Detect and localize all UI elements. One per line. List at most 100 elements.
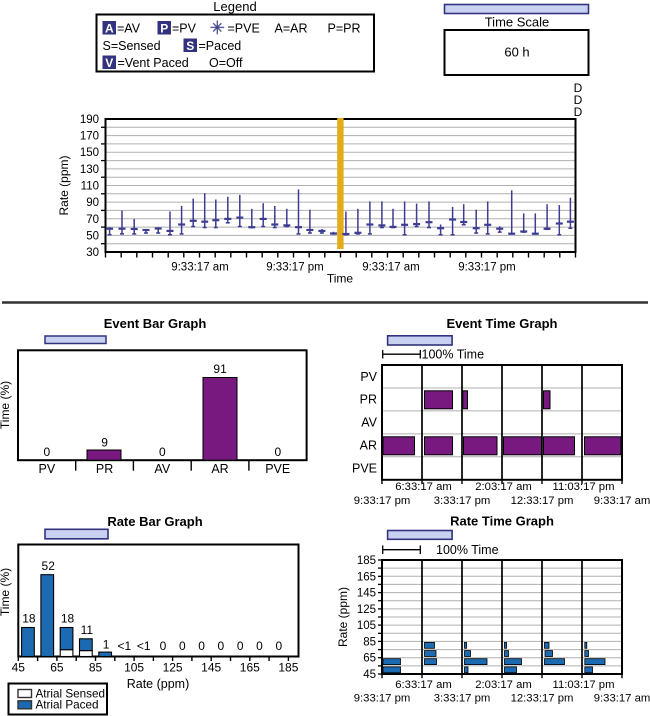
svg-text:=Paced: =Paced — [199, 39, 242, 53]
svg-text:PR: PR — [96, 462, 113, 476]
svg-text:Rate Bar Graph: Rate Bar Graph — [107, 514, 202, 529]
svg-text:Event Bar Graph: Event Bar Graph — [104, 316, 207, 331]
svg-text:Rate Time Graph: Rate Time Graph — [450, 514, 554, 529]
svg-text:70: 70 — [86, 214, 99, 226]
svg-text:Rate (ppm): Rate (ppm) — [127, 677, 190, 691]
svg-text:0: 0 — [179, 639, 186, 653]
svg-text:3:33:17 pm: 3:33:17 pm — [434, 495, 491, 507]
svg-text:30: 30 — [86, 247, 99, 259]
svg-text:PVE: PVE — [265, 462, 290, 476]
svg-text:1: 1 — [103, 638, 110, 652]
svg-text:Atrial Sensed: Atrial Sensed — [36, 687, 106, 700]
svg-text:<1: <1 — [137, 639, 151, 653]
svg-text:Atrial Paced: Atrial Paced — [36, 699, 99, 712]
svg-text:165: 165 — [240, 661, 260, 675]
svg-text:165: 165 — [357, 571, 376, 583]
svg-text:105: 105 — [124, 661, 144, 675]
svg-text:65: 65 — [50, 661, 64, 675]
svg-text:85: 85 — [89, 661, 103, 675]
svg-text:9:33:17 pm: 9:33:17 pm — [458, 262, 516, 274]
svg-text:2:03:17 am: 2:03:17 am — [475, 679, 532, 691]
svg-text:9:33:17 pm: 9:33:17 pm — [354, 495, 411, 507]
svg-text:P: P — [160, 21, 168, 35]
svg-text:0: 0 — [274, 445, 281, 459]
svg-text:125: 125 — [163, 661, 183, 675]
svg-text:D: D — [574, 93, 583, 107]
svg-text:S: S — [186, 39, 194, 53]
svg-text:2:03:17 am: 2:03:17 am — [475, 481, 532, 493]
svg-text:AR: AR — [360, 439, 377, 453]
svg-text:9:33:17 pm: 9:33:17 pm — [354, 693, 411, 705]
svg-text:PVE: PVE — [352, 462, 377, 476]
svg-text:60 h: 60 h — [504, 45, 529, 60]
svg-text:A=AR: A=AR — [275, 21, 308, 35]
svg-text:S=Sensed: S=Sensed — [103, 39, 161, 53]
svg-text:12:33:17 pm: 12:33:17 pm — [511, 693, 574, 705]
svg-text:170: 170 — [80, 131, 99, 143]
svg-text:PV: PV — [360, 370, 377, 384]
svg-text:45: 45 — [12, 661, 26, 675]
svg-text:AV: AV — [361, 416, 377, 430]
svg-text:185: 185 — [357, 555, 376, 567]
svg-text:100% Time: 100% Time — [422, 347, 485, 361]
svg-text:Time (%): Time (%) — [0, 381, 12, 429]
svg-text:9:33:17 am: 9:33:17 am — [171, 262, 229, 274]
svg-text:P=PR: P=PR — [328, 21, 361, 35]
svg-text:PR: PR — [360, 393, 377, 407]
svg-text:12:33:17 pm: 12:33:17 pm — [511, 495, 574, 507]
svg-text:9:33:17 am: 9:33:17 am — [594, 693, 650, 705]
svg-text:D: D — [574, 105, 583, 119]
svg-text:0: 0 — [44, 445, 51, 459]
svg-text:D: D — [574, 81, 583, 95]
svg-text:=PVE: =PVE — [228, 21, 260, 35]
svg-text:130: 130 — [80, 164, 99, 176]
svg-text:150: 150 — [80, 147, 99, 159]
svg-text:0: 0 — [159, 445, 166, 459]
svg-text:0: 0 — [275, 639, 282, 653]
svg-text:90: 90 — [86, 197, 99, 209]
svg-text:V: V — [105, 56, 113, 70]
svg-text:185: 185 — [278, 661, 298, 675]
svg-text:AV: AV — [154, 462, 170, 476]
svg-text:Time Scale: Time Scale — [485, 15, 550, 30]
svg-text:11: 11 — [81, 623, 94, 637]
svg-text:11:03:17 pm: 11:03:17 pm — [553, 679, 615, 691]
svg-text:50: 50 — [86, 230, 99, 242]
svg-text:Rate (ppm): Rate (ppm) — [336, 587, 350, 647]
svg-text:<1: <1 — [118, 639, 132, 653]
svg-text:6:33:17 am: 6:33:17 am — [395, 679, 452, 691]
svg-text:190: 190 — [80, 114, 99, 126]
svg-text:100% Time: 100% Time — [436, 543, 499, 557]
svg-text:18: 18 — [22, 612, 36, 626]
svg-text:Time (%): Time (%) — [0, 568, 12, 616]
svg-text:0: 0 — [160, 639, 167, 653]
svg-text:91: 91 — [213, 362, 227, 376]
svg-text:Event Time Graph: Event Time Graph — [446, 316, 557, 331]
svg-text:3:33:17 pm: 3:33:17 pm — [434, 693, 491, 705]
svg-text:=PV: =PV — [172, 21, 197, 35]
svg-text:125: 125 — [357, 604, 376, 616]
svg-text:85: 85 — [363, 636, 376, 648]
svg-text:105: 105 — [357, 620, 376, 632]
svg-text:110: 110 — [81, 181, 99, 193]
svg-text:Rate (ppm): Rate (ppm) — [57, 155, 71, 215]
svg-text:0: 0 — [218, 639, 225, 653]
svg-text:11:03:17 pm: 11:03:17 pm — [553, 481, 615, 493]
svg-text:Legend: Legend — [213, 0, 256, 14]
svg-text:Time: Time — [327, 272, 354, 286]
svg-text:45: 45 — [363, 669, 376, 681]
svg-text:18: 18 — [61, 612, 75, 626]
svg-text:145: 145 — [201, 661, 221, 675]
svg-text:9:33:17 am: 9:33:17 am — [594, 495, 650, 507]
svg-text:=AV: =AV — [117, 21, 141, 35]
svg-text:52: 52 — [42, 559, 56, 573]
svg-text:AR: AR — [211, 462, 228, 476]
svg-text:0: 0 — [198, 639, 205, 653]
svg-text:0: 0 — [237, 639, 244, 653]
svg-text:9:33:17 pm: 9:33:17 pm — [266, 262, 324, 274]
svg-text:6:33:17 am: 6:33:17 am — [395, 481, 452, 493]
svg-text:65: 65 — [363, 653, 376, 665]
svg-text:=Vent Paced: =Vent Paced — [118, 56, 189, 70]
svg-text:145: 145 — [357, 588, 376, 600]
svg-text:9:33:17 am: 9:33:17 am — [362, 262, 420, 274]
